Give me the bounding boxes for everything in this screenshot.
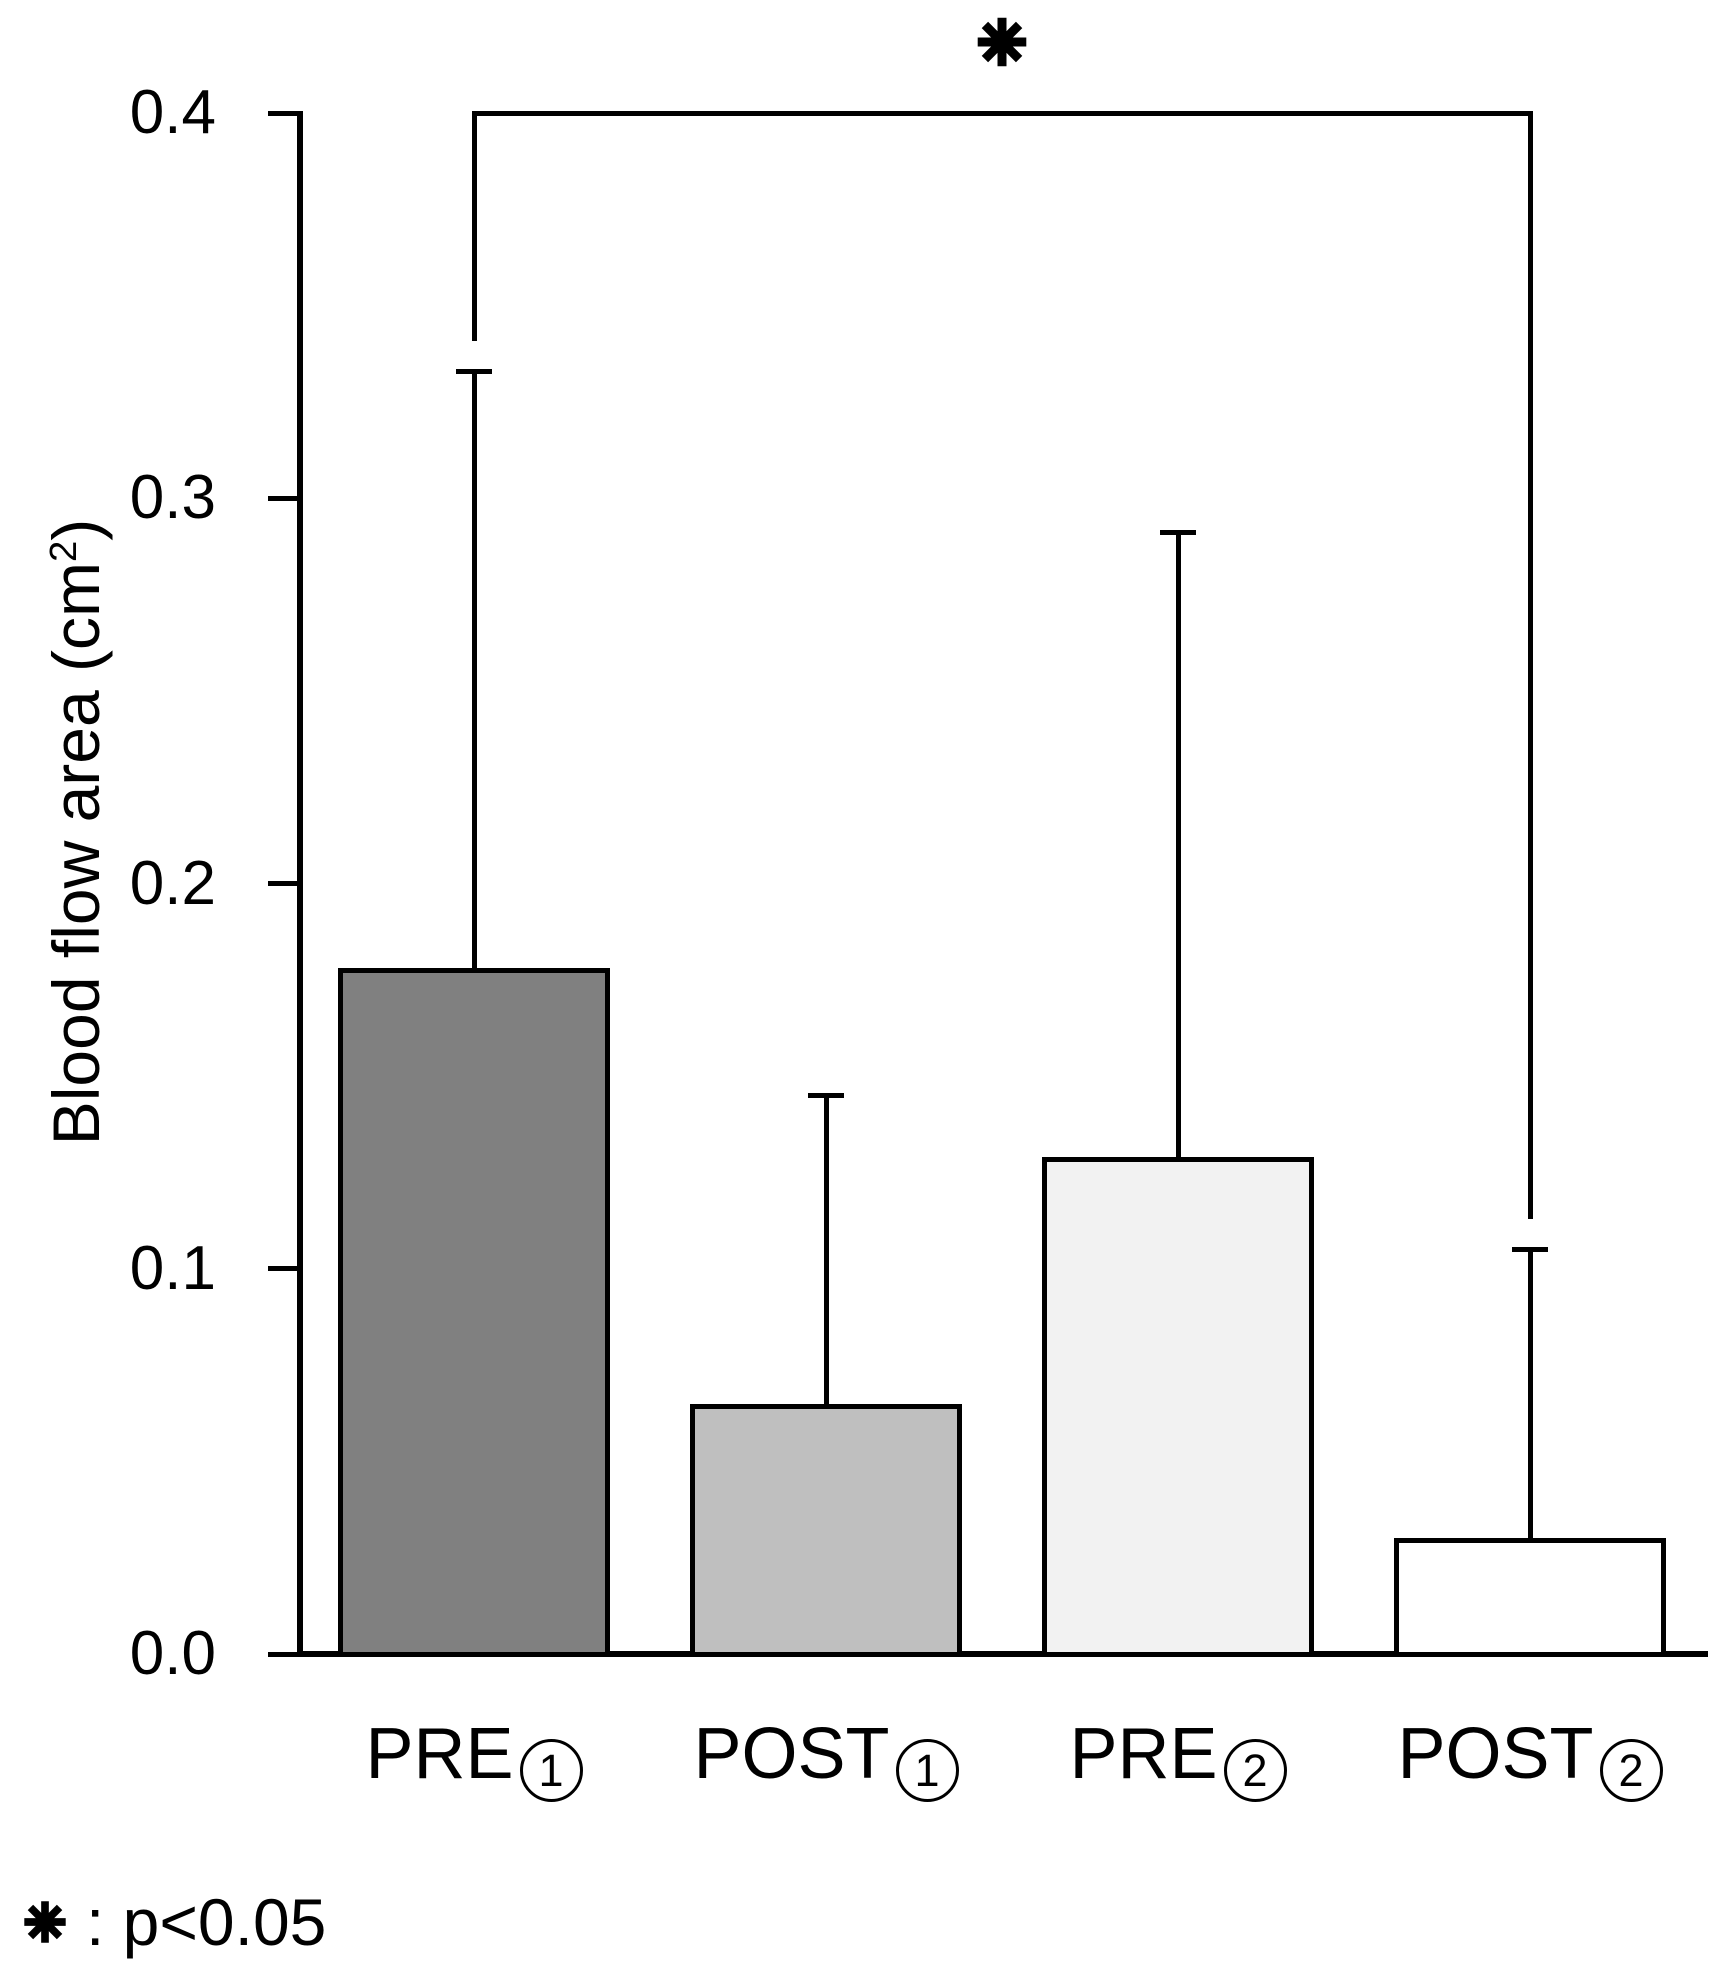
bar-post-2: [1394, 1538, 1666, 1657]
x-axis-label-post-1: POST 1: [646, 1714, 1006, 1802]
y-axis-tick: [268, 1651, 297, 1657]
circled-number-icon: 1: [519, 1739, 583, 1802]
y-axis-title-superscript: 2: [42, 540, 85, 563]
x-axis-label-pre-2: PRE 2: [998, 1714, 1358, 1802]
circled-number-icon: 1: [895, 1739, 959, 1802]
x-label-prefix: POST: [693, 1714, 890, 1794]
bar-post-1: [690, 1403, 962, 1657]
y-tick-label: 0.1: [129, 1233, 216, 1303]
y-axis-tick: [268, 881, 297, 886]
y-axis-tick: [268, 495, 297, 501]
asterisk-icon: [975, 15, 1029, 69]
footnote-asterisk-icon: [22, 1899, 68, 1945]
x-label-prefix: PRE: [365, 1714, 514, 1794]
circled-number-icon: 2: [1599, 1739, 1663, 1802]
circled-number-icon: 2: [1223, 1739, 1287, 1802]
y-axis-tick: [268, 110, 297, 116]
y-tick-label: 0.3: [129, 463, 216, 533]
error-bar-cap-pre-1: [456, 368, 492, 374]
x-axis-label-post-2: POST 2: [1350, 1714, 1710, 1802]
y-axis-tick: [268, 1266, 297, 1272]
x-axis-line: [297, 1651, 1708, 1657]
y-axis-line: [297, 111, 303, 1657]
y-tick-label: 0.4: [129, 78, 216, 147]
error-bar-pre-1: [471, 371, 477, 969]
error-bar-post-2: [1527, 1249, 1533, 1539]
footnote: : p<0.05: [22, 1886, 326, 1958]
error-bar-cap-pre-2: [1160, 530, 1196, 536]
error-bar-pre-2: [1175, 532, 1181, 1158]
y-axis-title: Blood flow area (cm2): [39, 519, 113, 1146]
x-label-prefix: PRE: [1069, 1714, 1218, 1794]
error-bar-cap-post-2: [1512, 1246, 1548, 1252]
x-axis-label-pre-1: PRE 1: [294, 1714, 654, 1802]
error-bar-cap-post-1: [808, 1092, 844, 1098]
error-bar-post-1: [823, 1095, 829, 1404]
bar-pre-2: [1042, 1157, 1314, 1657]
significance-bracket-left-leg: [471, 113, 477, 342]
y-tick-label: 0.0: [129, 1619, 216, 1688]
significance-bracket-top-bar: [471, 110, 1533, 116]
significance-bracket-right-leg: [1527, 113, 1533, 1220]
footnote-text: : p<0.05: [86, 1885, 327, 1959]
y-tick-label: 0.2: [129, 848, 216, 918]
x-label-prefix: POST: [1397, 1714, 1594, 1794]
bar-pre-1: [338, 968, 610, 1657]
